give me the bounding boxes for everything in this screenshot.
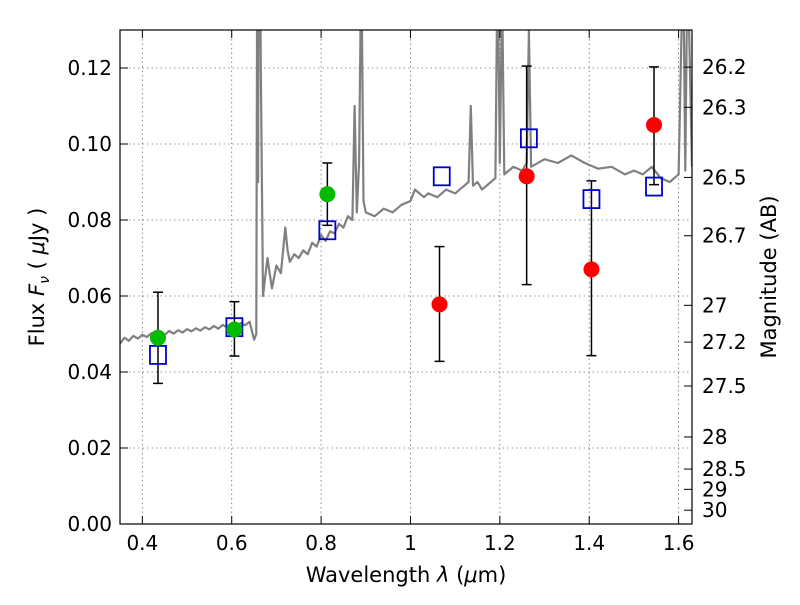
y-axis-label: Flux Fν ( μJy ) — [25, 208, 53, 347]
marker-layer — [149, 117, 663, 365]
y-tick-label: 0.08 — [67, 208, 112, 232]
x-axis-label: Wavelength λ (μm) — [306, 563, 507, 587]
y-tick-label: 0.02 — [67, 436, 112, 460]
magnitude-tick-label: 30 — [702, 498, 727, 522]
model-spectrum-line — [120, 30, 692, 345]
tick-marks — [120, 30, 692, 525]
photometry-point — [646, 117, 663, 133]
photometry-point — [319, 186, 336, 203]
magnitude-tick-label: 26.7 — [702, 224, 747, 248]
model-flux-square — [645, 176, 663, 197]
x-tick-labels: 0.4 0.6 0.8 1 1.2 1.4 1.6 — [126, 531, 694, 555]
y-tick-label: 0.10 — [67, 132, 112, 156]
plot-frame — [119, 29, 693, 525]
magnitude-tick-label: 29 — [702, 477, 727, 501]
magnitude-tick-label: 26.5 — [702, 165, 747, 189]
magnitude-tick-label: 26.2 — [702, 55, 747, 79]
magnitude-tick-label: 28.5 — [702, 457, 747, 481]
magnitude-tick-label: 27.2 — [702, 330, 747, 354]
model-flux-square — [149, 344, 167, 365]
x-tick-label: 1.6 — [663, 531, 695, 555]
y-tick-label: 0.06 — [67, 284, 112, 308]
photometry-point — [583, 261, 600, 278]
x-tick-label: 0.4 — [126, 531, 158, 555]
magnitude-tick-label: 26.3 — [702, 95, 747, 119]
x-tick-label: 1.2 — [484, 531, 516, 555]
magnitude-tick-label: 28 — [702, 425, 727, 449]
magnitude-axis-label: Magnitude (AB) — [757, 195, 781, 358]
spectrum-layer — [120, 30, 692, 345]
y-tick-label: 0.04 — [67, 360, 112, 384]
model-flux-square — [519, 128, 538, 149]
x-tick-label: 1.4 — [573, 531, 605, 555]
photometry-point — [149, 329, 166, 346]
model-flux-square — [432, 166, 451, 187]
errorbar-layer — [152, 65, 660, 385]
x-tick-label: 0.8 — [305, 531, 337, 555]
photometry-point — [518, 168, 535, 185]
magnitude-tick-label: 27 — [702, 293, 727, 317]
plot-area — [120, 30, 692, 524]
model-flux-square — [318, 220, 337, 241]
y-tick-label: 0.12 — [67, 56, 112, 80]
model-flux-square — [582, 189, 601, 210]
x-tick-label: 0.6 — [216, 531, 248, 555]
x-tick-label: 1 — [404, 531, 417, 555]
photometry-point — [226, 321, 243, 338]
photometry-point — [431, 296, 448, 313]
y-tick-labels: 0.00 0.02 0.04 0.06 0.08 0.10 0.12 — [67, 56, 112, 536]
magnitude-tick-label: 27.5 — [702, 374, 747, 398]
y-tick-label: 0.00 — [67, 512, 112, 536]
